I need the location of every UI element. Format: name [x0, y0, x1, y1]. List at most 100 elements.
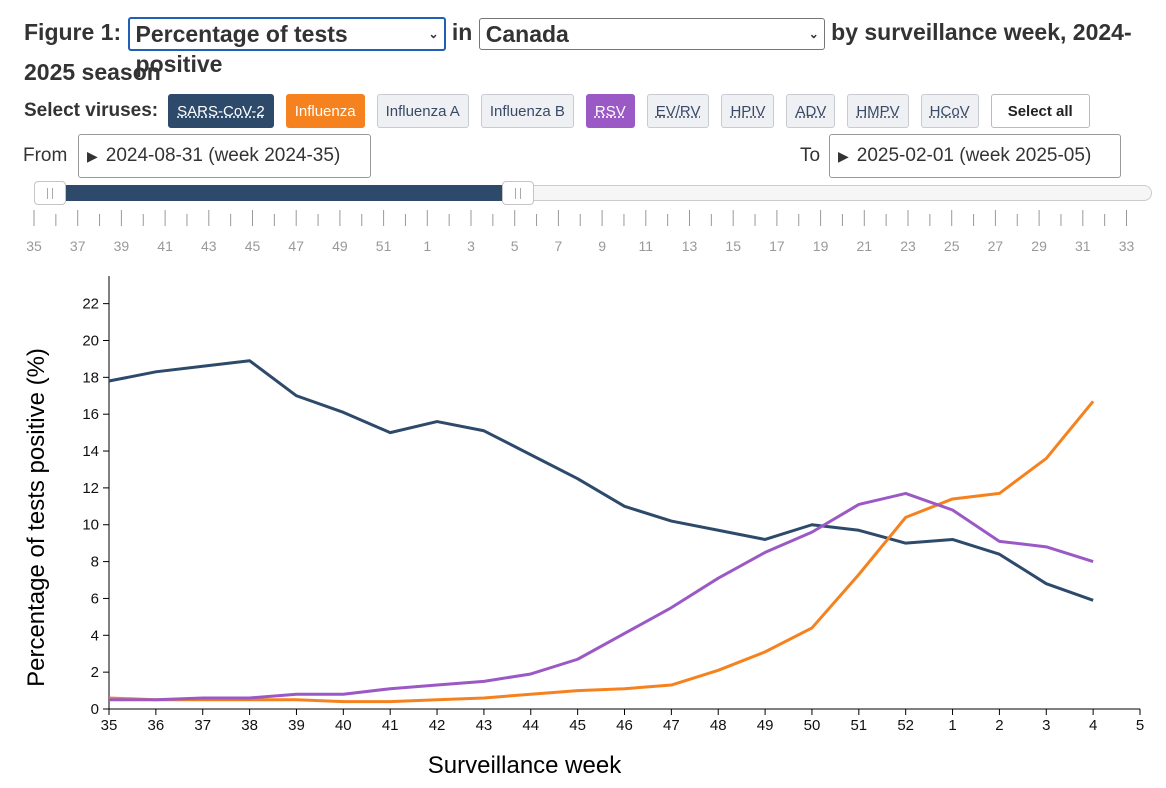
figure-title: Figure 1: Percentage of tests positive ⌄… [24, 12, 1144, 92]
x-tick-label: 48 [710, 717, 727, 734]
slider-tick-label: 37 [70, 238, 86, 254]
x-tick-label: 49 [757, 717, 774, 734]
y-axis-title: Percentage of tests positive (%) [23, 348, 50, 687]
slider-start-handle[interactable] [34, 181, 66, 205]
y-tick-label: 8 [91, 554, 99, 571]
x-tick-label: 52 [897, 717, 914, 734]
x-tick-label: 44 [522, 717, 539, 734]
from-label: From [23, 145, 68, 166]
slider-tick-label: 21 [857, 238, 873, 254]
select-all-button[interactable]: Select all [990, 94, 1090, 128]
region-select[interactable]: Canada ⌄ [478, 17, 825, 50]
x-axis-title: Surveillance week [428, 752, 622, 779]
y-tick-label: 20 [82, 332, 99, 349]
slider-tick-label: 1 [423, 238, 431, 254]
measure-select[interactable]: Percentage of tests positive ⌄ [127, 16, 446, 77]
x-tick-label: 42 [429, 717, 446, 734]
y-tick-label: 18 [82, 369, 99, 386]
slider-tick-label: 31 [1075, 238, 1091, 254]
slider-tick-label: 41 [157, 238, 173, 254]
x-tick-label: 36 [148, 717, 165, 734]
y-tick-label: 14 [82, 443, 99, 460]
y-tick-label: 12 [82, 480, 99, 497]
figure-title-prefix: Figure 1: [24, 19, 122, 45]
x-tick-label: 46 [616, 717, 633, 734]
slider-tick-label: 19 [813, 238, 829, 254]
x-tick-label: 40 [335, 717, 352, 734]
virus-selector: Select viruses: SARS-CoV-2 Influenza Inf… [24, 92, 1102, 130]
slider-tick-label: 49 [332, 238, 348, 254]
slider-tick-label: 35 [26, 238, 42, 254]
virus-button-adv[interactable]: ADV [786, 94, 836, 128]
slider-tick-label: 45 [245, 238, 261, 254]
x-tick-label: 41 [382, 717, 399, 734]
slider-tick-label: 33 [1119, 238, 1135, 254]
to-date-dropdown[interactable]: ▶ 2025-02-01 (week 2025-05) [829, 134, 1121, 178]
x-tick-label: 2 [995, 717, 1003, 734]
slider-tick-label: 7 [555, 238, 563, 254]
grip-icon [515, 187, 521, 199]
virus-selector-label: Select viruses: [24, 100, 159, 121]
region-select-value: Canada [485, 20, 569, 47]
expand-triangle-icon: ▶ [87, 147, 98, 164]
slider-tick-label: 43 [201, 238, 217, 254]
y-tick-label: 16 [82, 406, 99, 423]
slider-tick-label: 39 [114, 238, 130, 254]
virus-button-influenza[interactable]: Influenza [285, 94, 365, 128]
x-tick-label: 51 [850, 717, 867, 734]
virus-button-ev-rv[interactable]: EV/RV [646, 94, 710, 128]
slider-tick-label: 29 [1031, 238, 1047, 254]
series-line-sars-cov-2 [108, 359, 1094, 602]
y-tick-label: 4 [91, 627, 99, 644]
to-label: To [800, 145, 821, 166]
slider-tick-label: 47 [288, 238, 304, 254]
x-tick-label: 47 [663, 717, 680, 734]
slider-end-handle[interactable] [502, 181, 534, 205]
series-line-influenza [108, 400, 1095, 704]
x-tick-label: 1 [948, 717, 956, 734]
x-tick-label: 3 [1042, 717, 1050, 734]
slider-tick-label: 9 [598, 238, 606, 254]
figure-title-in: in [451, 19, 473, 45]
x-tick-label: 5 [1136, 717, 1144, 734]
y-tick-label: 10 [82, 517, 99, 534]
virus-button-influenza-b[interactable]: Influenza B [480, 94, 574, 128]
x-tick-label: 43 [476, 717, 493, 734]
slider-tick-label: 13 [682, 238, 698, 254]
chevron-down-icon: ⌄ [428, 26, 439, 41]
virus-button-hcov[interactable]: HCoV [920, 94, 979, 128]
slider-tick-label: 25 [944, 238, 960, 254]
slider-tick-label: 15 [725, 238, 741, 254]
from-date-value: 2024-08-31 (week 2024-35) [105, 145, 341, 166]
slider-tick-label: 23 [900, 238, 916, 254]
y-tick-label: 0 [91, 701, 99, 718]
chevron-down-icon: ⌄ [808, 26, 819, 41]
slider-scale: 35 37 39 41 43 45 47 49 51 1 3 5 7 9 11 13 15 17 19 21 23 25 2… [26, 210, 1135, 254]
slider-tick-label: 51 [376, 238, 392, 254]
virus-button-hmpv[interactable]: HMPV [847, 94, 909, 128]
slider-tick-label: 11 [639, 238, 654, 254]
x-tick-label: 39 [288, 717, 305, 734]
x-tick-label: 4 [1089, 717, 1097, 734]
line-chart: 35 36 37 38 39 40 41 42 43 44 45 46 47 48 49 50 51 52 1 2 3 4… [23, 276, 1144, 779]
expand-triangle-icon: ▶ [838, 147, 849, 164]
x-tick-label: 50 [804, 717, 821, 734]
virus-button-influenza-a[interactable]: Influenza A [376, 94, 469, 128]
virus-button-hpiv[interactable]: HPIV [721, 94, 775, 128]
from-date-dropdown[interactable]: ▶ 2024-08-31 (week 2024-35) [78, 134, 371, 178]
series-line-rsv [109, 491, 1094, 702]
y-tick-label: 2 [91, 664, 99, 681]
y-tick-label: 6 [91, 590, 99, 607]
week-range-slider-fill [48, 185, 518, 201]
x-tick-label: 35 [101, 717, 118, 734]
virus-button-rsv[interactable]: RSV [585, 94, 635, 128]
x-tick-label: 45 [569, 717, 586, 734]
virus-button-sars-cov-2[interactable]: SARS-CoV-2 [168, 94, 274, 128]
grip-icon [47, 187, 53, 199]
slider-tick-label: 3 [467, 238, 475, 254]
figure-title-suffix: by surveillance week, 2024-2025 season [24, 19, 1132, 85]
x-tick-label: 38 [241, 717, 258, 734]
slider-tick-label: 27 [988, 238, 1004, 254]
slider-tick-label: 5 [511, 238, 519, 254]
slider-tick-label: 17 [769, 238, 785, 254]
